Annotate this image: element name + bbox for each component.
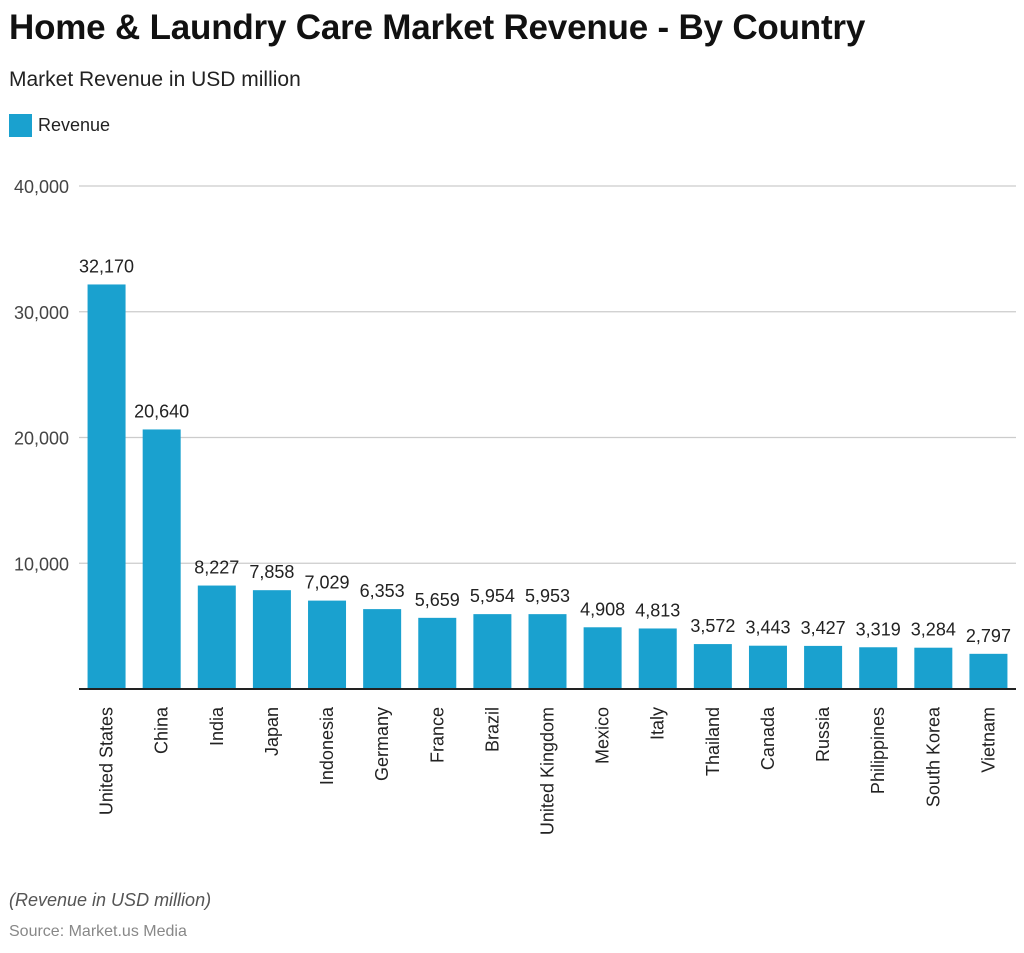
x-tick-label: Japan xyxy=(262,707,282,756)
bar xyxy=(197,585,236,689)
bar xyxy=(693,644,732,689)
data-label: 5,953 xyxy=(525,586,570,606)
bar xyxy=(748,645,787,689)
y-tick-label: 30,000 xyxy=(14,303,69,323)
chart-title: Home & Laundry Care Market Revenue - By … xyxy=(9,8,866,47)
bar xyxy=(859,647,898,689)
data-label: 4,908 xyxy=(580,599,625,619)
x-tick-label: Philippines xyxy=(868,707,888,794)
x-tick-label: Mexico xyxy=(593,707,613,764)
legend-swatch-revenue xyxy=(9,114,32,137)
x-tick-label: Vietnam xyxy=(978,707,998,773)
x-tick-label: United States xyxy=(97,707,117,815)
data-label: 4,813 xyxy=(635,600,680,620)
data-label: 3,427 xyxy=(801,618,846,638)
bar-chart: 10,000 20,000 30,000 40,000 32,170 United Sta… xyxy=(14,177,1016,835)
x-tick-label: France xyxy=(427,707,447,763)
y-tick-label: 20,000 xyxy=(14,429,69,449)
data-label: 6,353 xyxy=(360,581,405,601)
bar xyxy=(363,609,402,689)
x-tick-label: Russia xyxy=(813,706,833,762)
data-label: 3,284 xyxy=(911,620,956,640)
legend: Revenue xyxy=(9,114,110,137)
data-label: 20,640 xyxy=(134,401,189,421)
chart-subtitle: Market Revenue in USD million xyxy=(9,68,301,91)
data-label: 5,659 xyxy=(415,590,460,610)
bar xyxy=(87,284,126,689)
data-label: 32,170 xyxy=(79,256,134,276)
bar xyxy=(418,617,457,689)
bar xyxy=(308,600,347,689)
x-tick-label: China xyxy=(152,706,172,754)
x-tick-label: Brazil xyxy=(482,707,502,752)
x-tick-label: Canada xyxy=(758,706,778,770)
bar xyxy=(583,627,622,689)
y-tick-label: 40,000 xyxy=(14,177,69,197)
x-tick-label: Indonesia xyxy=(317,706,337,785)
bar xyxy=(528,614,567,689)
bar xyxy=(804,645,843,689)
bar xyxy=(142,429,181,689)
data-label: 3,443 xyxy=(745,618,790,638)
bar xyxy=(473,614,512,689)
y-tick-label: 10,000 xyxy=(14,554,69,574)
x-tick-label: Italy xyxy=(648,707,668,740)
bar xyxy=(969,653,1008,689)
source-credit: Source: Market.us Media xyxy=(9,923,187,940)
x-tick-label: Germany xyxy=(372,707,392,781)
data-label: 7,029 xyxy=(305,573,350,593)
bar xyxy=(252,590,291,689)
data-label: 5,954 xyxy=(470,586,515,606)
data-label: 2,797 xyxy=(966,626,1011,646)
footnote: (Revenue in USD million) xyxy=(9,890,212,910)
x-tick-label: South Korea xyxy=(923,706,943,807)
data-label: 7,858 xyxy=(249,562,294,582)
data-label: 3,572 xyxy=(690,616,735,636)
data-label: 3,319 xyxy=(856,619,901,639)
x-tick-label: Thailand xyxy=(703,707,723,776)
legend-label-revenue: Revenue xyxy=(38,115,111,135)
data-label: 8,227 xyxy=(194,558,239,578)
bar xyxy=(638,628,677,689)
x-tick-label: United Kingdom xyxy=(538,707,558,835)
bar xyxy=(914,647,953,689)
x-tick-label: India xyxy=(207,706,227,746)
